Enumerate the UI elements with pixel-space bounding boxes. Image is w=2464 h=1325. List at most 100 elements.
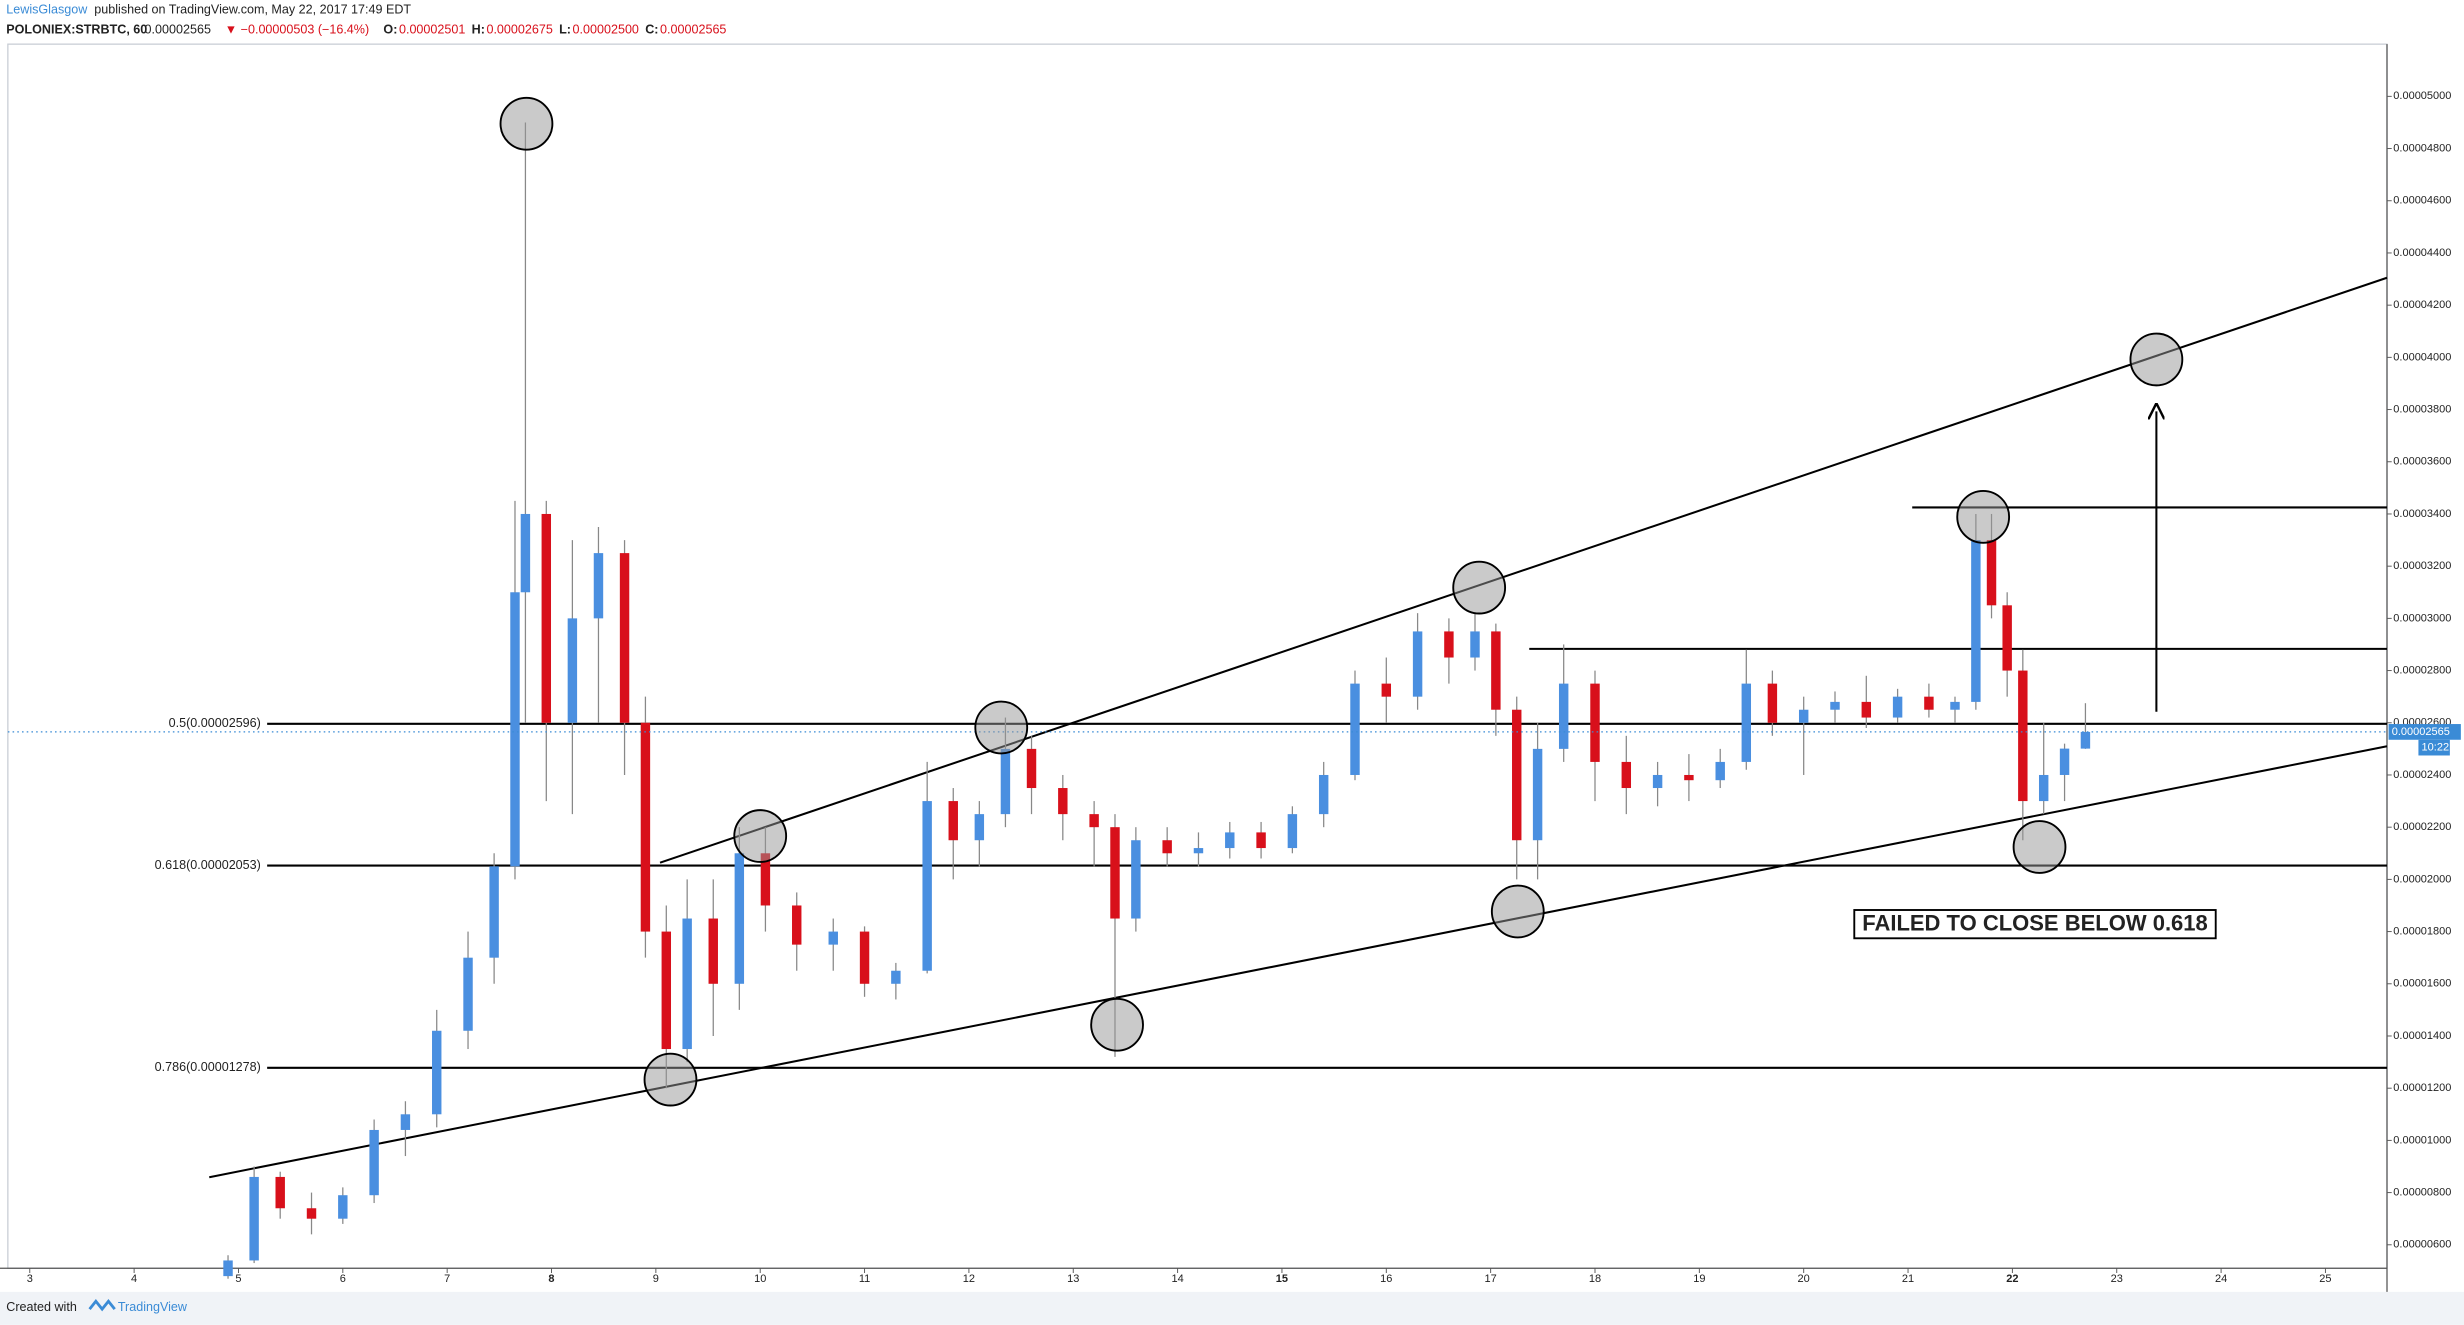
- candle-body: [223, 1260, 233, 1277]
- candle-body: [2059, 748, 2070, 775]
- candle-body: [1767, 683, 1778, 723]
- candle-body: [859, 931, 870, 984]
- x-tick-label: 21: [1902, 1273, 1914, 1285]
- countdown-label: 10:22: [2422, 742, 2450, 754]
- candle-body: [567, 618, 578, 723]
- price-tag-label: 0.00002565: [2392, 726, 2450, 738]
- candle-body: [828, 931, 838, 945]
- ohlc-key: H:: [472, 22, 485, 36]
- ohlc-value: 0.00002501: [399, 22, 465, 36]
- candle-body: [489, 866, 499, 958]
- y-tick-label: 0.00003400: [2393, 508, 2451, 520]
- fib-label: 0.5(0.00002596): [169, 716, 261, 730]
- y-tick-label: 0.00004200: [2393, 299, 2451, 311]
- ohlc-value: 0.00002500: [573, 22, 639, 36]
- candle-body: [1798, 709, 1809, 723]
- y-tick-label: 0.00001800: [2393, 925, 2451, 937]
- ohlc: O: 0.00002501 H: 0.00002675 L: 0.00002500 C: 0.…: [383, 22, 726, 36]
- x-tick-label: 23: [2111, 1273, 2123, 1285]
- y-tick-label: 0.00000800: [2393, 1186, 2451, 1198]
- candle-body: [275, 1176, 285, 1209]
- y-tick-label: 0.00001000: [2393, 1134, 2451, 1146]
- candle-body: [1412, 631, 1423, 697]
- marker-circle: [1452, 560, 1507, 615]
- x-tick-label: 3: [27, 1273, 33, 1285]
- candle-body: [306, 1208, 317, 1219]
- candle-body: [1971, 540, 1981, 702]
- candle-body: [1318, 774, 1329, 815]
- x-tick-label: 14: [1171, 1273, 1183, 1285]
- x-tick-label: 6: [340, 1273, 346, 1285]
- trendline: [659, 276, 2388, 864]
- marker-circle: [643, 1052, 698, 1107]
- candle-body: [1621, 761, 1632, 789]
- candle-body: [400, 1114, 411, 1130]
- y-tick-label: 0.00004600: [2393, 195, 2451, 207]
- x-tick-label: 10: [754, 1273, 766, 1285]
- candle-body: [760, 853, 771, 906]
- footer-created: Created with: [6, 1300, 77, 1314]
- x-tick-label: 8: [548, 1273, 554, 1285]
- y-tick-label: 0.00004400: [2393, 247, 2451, 259]
- y-tick-label: 0.00002000: [2393, 873, 2451, 885]
- fib-label: 0.786(0.00001278): [155, 1060, 261, 1074]
- marker-circle: [1956, 489, 2011, 544]
- fib-label: 0.618(0.00002053): [155, 858, 261, 872]
- candle-body: [661, 931, 672, 1050]
- last-price: 0.00002565: [145, 22, 211, 36]
- y-tick-label: 0.00004000: [2393, 351, 2451, 363]
- candle-body: [520, 513, 531, 593]
- y-tick-label: 0.00003800: [2393, 403, 2451, 415]
- logo: [88, 1299, 116, 1312]
- candle-body: [1058, 788, 1068, 815]
- footer-brand[interactable]: TradingView: [118, 1300, 188, 1314]
- candle-body: [1131, 840, 1141, 919]
- candle-body: [1287, 814, 1298, 849]
- ohlc-key: L:: [559, 22, 571, 36]
- candle-body: [1892, 696, 1903, 718]
- candle-body: [1000, 748, 1011, 815]
- marker-circle: [733, 809, 788, 863]
- candle-body: [948, 801, 958, 841]
- marker-circle: [499, 96, 554, 151]
- y-tick-label: 0.00000600: [2393, 1239, 2451, 1251]
- published: published on TradingView.com, May 22, 20…: [94, 3, 411, 17]
- y-tick-label: 0.00002800: [2393, 664, 2451, 676]
- candle-body: [1558, 683, 1569, 749]
- trendline: [209, 745, 2388, 1179]
- x-tick-label: 22: [2006, 1273, 2018, 1285]
- x-tick-label: 9: [653, 1273, 659, 1285]
- x-tick-label: 20: [1798, 1273, 1810, 1285]
- candle-body: [1590, 683, 1600, 762]
- candle-body: [682, 918, 692, 1050]
- candle-body: [1986, 540, 1997, 606]
- y-tick-label: 0.00005000: [2393, 90, 2451, 102]
- candle-body: [1026, 748, 1037, 789]
- ohlc-key: O:: [383, 22, 397, 36]
- candle-body: [1470, 631, 1480, 658]
- ohlc-value: 0.00002675: [486, 22, 552, 36]
- author[interactable]: LewisGlasgow: [6, 3, 88, 17]
- marker-circle: [974, 700, 1029, 755]
- candle-body: [1381, 683, 1392, 697]
- candle-body: [1684, 774, 1694, 781]
- candle-body: [640, 722, 651, 932]
- candle-body: [1110, 827, 1120, 919]
- x-tick-label: 25: [2319, 1273, 2331, 1285]
- candle-body: [1652, 774, 1663, 789]
- candle-body: [1861, 701, 1872, 718]
- x-tick-label: 16: [1380, 1273, 1392, 1285]
- y-tick-label: 0.00002400: [2393, 769, 2451, 781]
- y-tick-label: 0.00004800: [2393, 142, 2451, 154]
- x-tick-label: 13: [1067, 1273, 1079, 1285]
- marker-circle: [2129, 332, 2184, 387]
- candle-body: [922, 801, 932, 971]
- y-tick-label: 0.00003600: [2393, 456, 2451, 468]
- candle-body: [510, 592, 520, 867]
- candle-body: [1256, 832, 1266, 849]
- candle-body: [708, 918, 718, 984]
- candle-body: [792, 905, 802, 945]
